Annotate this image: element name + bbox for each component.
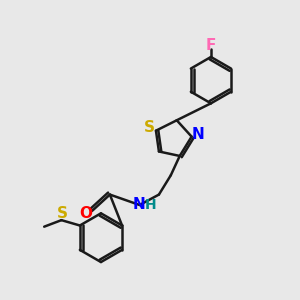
Text: H: H (145, 198, 157, 212)
Text: N: N (132, 197, 145, 212)
Text: S: S (56, 206, 68, 221)
Text: O: O (79, 206, 92, 221)
Text: F: F (206, 38, 216, 52)
Text: S: S (144, 120, 155, 135)
Text: N: N (192, 127, 205, 142)
